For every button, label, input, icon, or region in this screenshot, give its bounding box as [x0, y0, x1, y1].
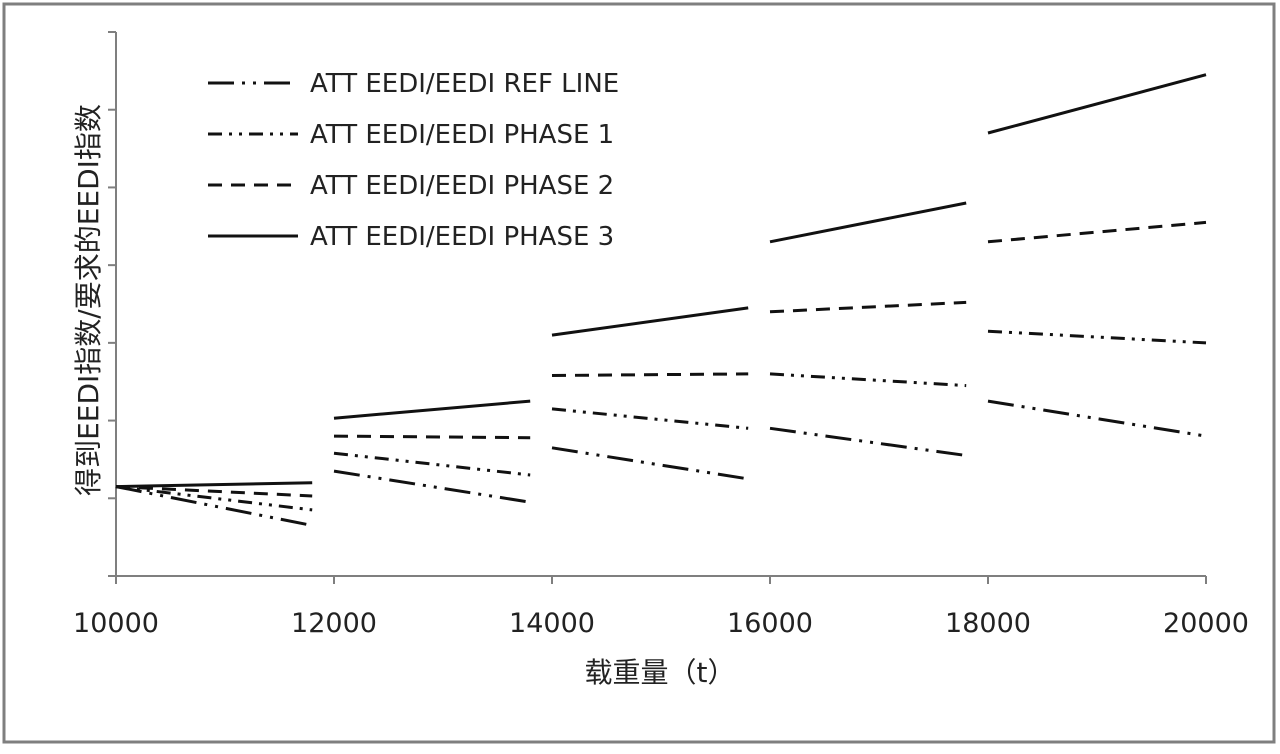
legend-label: ATT EEDI/EEDI PHASE 3: [310, 222, 614, 252]
series-2: [115, 329, 1207, 512]
series-line-segment: [769, 201, 967, 244]
x-tick-label: 18000: [945, 608, 1031, 639]
legend: ATT EEDI/EEDI REF LINE ATT EEDI/EEDI PHAS…: [208, 69, 619, 252]
series-line-segment: [115, 485, 313, 512]
legend-label: ATT EEDI/EEDI PHASE 1: [310, 120, 614, 150]
x-tick-label: 16000: [727, 608, 813, 639]
series-line-segment: [551, 372, 749, 377]
series-line-segment: [987, 73, 1207, 135]
x-tick-label: 10000: [73, 608, 159, 639]
legend-label: ATT EEDI/EEDI REF LINE: [310, 69, 619, 99]
series-3: [115, 220, 1207, 498]
x-tick-labels: 10000 12000 14000 16000 18000 20000: [73, 608, 1249, 639]
x-axis-title: 载重量（t）: [585, 656, 736, 689]
x-tick-label: 12000: [291, 608, 377, 639]
legend-label: ATT EEDI/EEDI PHASE 2: [310, 171, 614, 201]
series-line-segment: [987, 399, 1207, 438]
chart-border: [2, 2, 1276, 744]
series-line-segment: [115, 481, 313, 489]
series-1: [115, 399, 1207, 527]
series-line-segment: [551, 407, 749, 430]
series-line-segment: [333, 399, 531, 420]
series-line-segment: [987, 220, 1207, 244]
series-line-segment: [551, 306, 749, 337]
series-line-segment: [333, 451, 531, 477]
series-line-segment: [115, 485, 313, 498]
series-layer: [115, 73, 1207, 527]
x-tick-label: 14000: [509, 608, 595, 639]
series-4: [115, 73, 1207, 489]
x-tick-label: 20000: [1163, 608, 1249, 639]
y-axis-title: 得到EEDI指数/要求的EEDI指数: [72, 104, 105, 496]
series-line-segment: [333, 434, 531, 440]
series-line-segment: [769, 300, 967, 314]
series-line-segment: [769, 372, 967, 388]
